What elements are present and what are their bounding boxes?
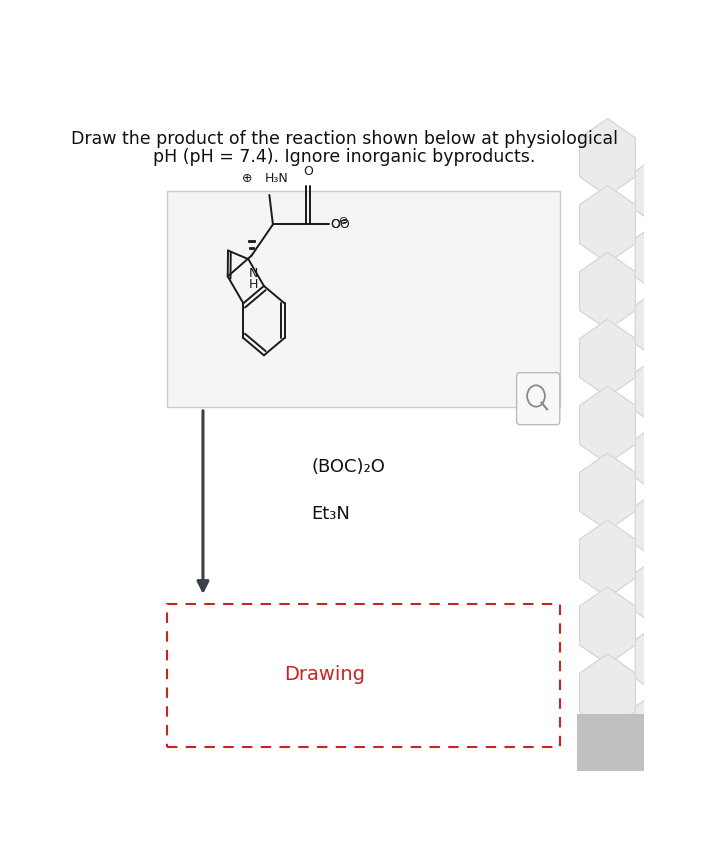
Polygon shape — [635, 352, 691, 430]
FancyBboxPatch shape — [517, 372, 560, 424]
Polygon shape — [580, 320, 636, 397]
Text: Et₃N: Et₃N — [311, 505, 350, 523]
Polygon shape — [580, 252, 636, 330]
Polygon shape — [635, 754, 691, 831]
Text: N: N — [249, 268, 259, 281]
Text: ⊕: ⊕ — [242, 171, 252, 184]
Text: pH (pH = 7.4). Ignore inorganic byproducts.: pH (pH = 7.4). Ignore inorganic byproduc… — [153, 148, 536, 166]
Polygon shape — [635, 286, 691, 363]
Polygon shape — [635, 152, 691, 229]
FancyBboxPatch shape — [577, 714, 644, 771]
FancyBboxPatch shape — [167, 604, 561, 747]
Polygon shape — [580, 185, 636, 263]
Polygon shape — [635, 688, 691, 765]
Text: H₃N: H₃N — [265, 172, 289, 185]
Polygon shape — [580, 520, 636, 598]
Text: H: H — [249, 278, 259, 291]
Polygon shape — [635, 487, 691, 564]
Polygon shape — [580, 386, 636, 463]
Polygon shape — [580, 587, 636, 664]
Text: Draw the product of the reaction shown below at physiological: Draw the product of the reaction shown b… — [71, 130, 618, 147]
Polygon shape — [580, 453, 636, 531]
Polygon shape — [635, 219, 691, 296]
Polygon shape — [580, 654, 636, 731]
Polygon shape — [635, 620, 691, 698]
Text: Drawing: Drawing — [285, 664, 365, 683]
Polygon shape — [580, 721, 636, 798]
Text: O: O — [330, 218, 340, 231]
Text: O: O — [303, 165, 313, 178]
Polygon shape — [635, 420, 691, 497]
Polygon shape — [580, 119, 636, 196]
Polygon shape — [635, 553, 691, 630]
Text: OΘ: OΘ — [330, 218, 350, 231]
FancyBboxPatch shape — [167, 191, 561, 407]
Text: (BOC)₂O: (BOC)₂O — [311, 458, 385, 476]
Text: ⊖: ⊖ — [339, 216, 348, 226]
